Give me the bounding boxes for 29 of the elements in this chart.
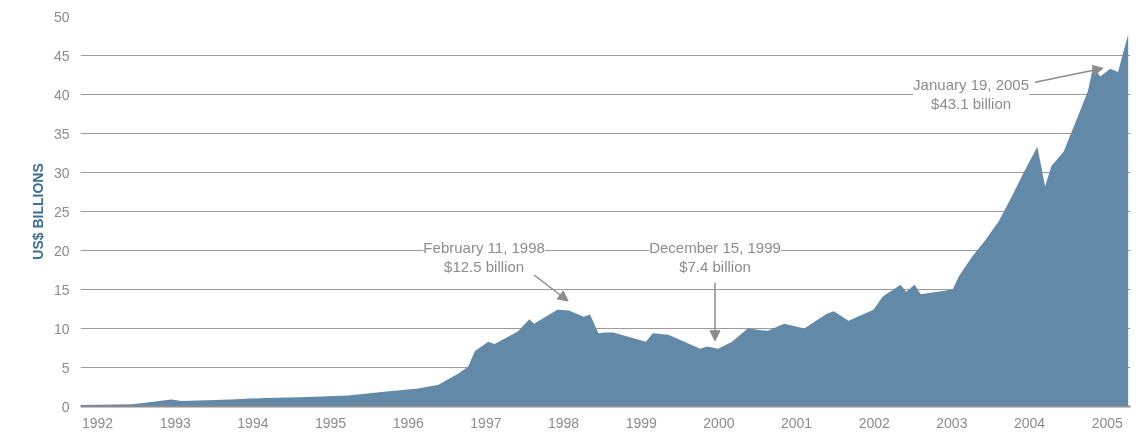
- x-tick-label: 2001: [780, 414, 813, 431]
- y-tick-label: 45: [53, 47, 70, 64]
- x-tick-label: 2003: [936, 414, 968, 431]
- y-tick-label: 15: [53, 281, 70, 298]
- y-tick-label: 5: [61, 359, 70, 376]
- x-tick-label: 1996: [392, 414, 425, 431]
- annotation: January 19, 2005 $43.1 billion: [913, 76, 1030, 113]
- x-tick-label: 2002: [858, 414, 890, 431]
- y-tick-label: 25: [53, 203, 70, 220]
- x-tick-label: 1997: [470, 414, 502, 431]
- y-tick-label: 30: [53, 164, 70, 181]
- y-axis-title: US$ BILLIONS: [29, 163, 46, 260]
- x-tick-label: 1993: [159, 414, 192, 431]
- y-tick-label: 50: [53, 8, 70, 25]
- y-tick-label: 0: [61, 398, 70, 415]
- x-tick-label: 1999: [625, 414, 658, 431]
- y-tick-label: 20: [53, 242, 70, 259]
- y-tick-label: 35: [53, 125, 70, 142]
- x-tick-label: 1995: [315, 414, 347, 431]
- x-tick-label: 1994: [237, 414, 269, 431]
- x-tick-label: 2005: [1091, 414, 1123, 431]
- annotation: February 11, 1998 $12.5 billion: [423, 239, 545, 275]
- x-tick-label: 1998: [547, 414, 580, 431]
- x-tick-label: 2004: [1013, 414, 1046, 431]
- annotation: December 15, 1999 $7.4 billion: [649, 238, 781, 275]
- y-tick-label: 40: [53, 86, 70, 103]
- x-tick-label: 2000: [703, 414, 735, 431]
- y-tick-label: 10: [53, 320, 70, 337]
- x-tick-label: 1992: [82, 414, 114, 431]
